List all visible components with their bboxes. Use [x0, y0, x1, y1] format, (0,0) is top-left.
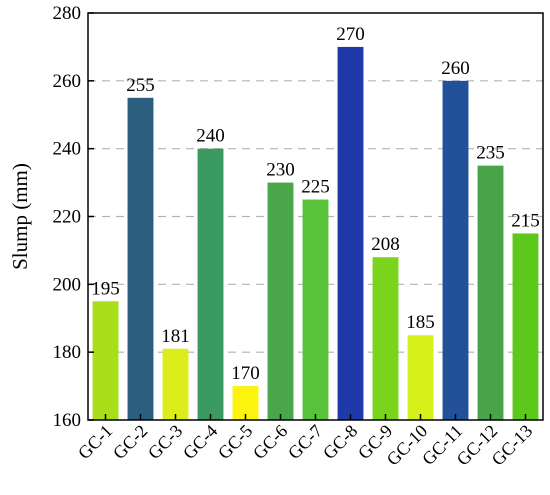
value-label: 170 [231, 363, 260, 384]
x-tick-label: GC-5 [214, 421, 256, 463]
bar-gc-9 [372, 257, 399, 420]
y-tick-label: 280 [53, 3, 82, 24]
y-tick-label: 220 [53, 207, 82, 228]
value-label: 260 [441, 58, 470, 79]
value-label: 195 [91, 278, 120, 299]
x-tick-label: GC-6 [249, 421, 291, 463]
bar-gc-8 [337, 46, 364, 421]
value-label: 255 [126, 75, 155, 96]
y-tick-label: 200 [53, 274, 82, 295]
y-tick-label: 160 [53, 410, 82, 431]
y-tick-label: 260 [53, 71, 82, 92]
bar-gc-7 [302, 199, 329, 420]
bar-gc-1 [92, 301, 119, 420]
value-label: 235 [476, 143, 505, 164]
x-tick-label: GC-13 [488, 421, 537, 470]
x-tick-label: GC-2 [109, 421, 151, 463]
y-axis-title: Slump (mm) [8, 163, 32, 270]
x-tick-label: GC-7 [284, 421, 326, 463]
bar-gc-4 [197, 148, 224, 420]
x-tick-label: GC-4 [179, 421, 221, 463]
bar-gc-11 [442, 80, 469, 420]
x-tick-label: GC-3 [144, 421, 186, 463]
bar-gc-12 [477, 165, 504, 420]
y-tick-label: 240 [53, 139, 82, 160]
y-tick-label: 180 [53, 342, 82, 363]
x-tick-label: GC-8 [319, 421, 361, 463]
bar-gc-2 [127, 97, 154, 421]
value-label: 181 [161, 326, 190, 347]
value-labels: 195 255 181 240 170 230 225 270 208 185 260 235 215 [91, 24, 540, 384]
value-label: 225 [301, 177, 330, 198]
bar-gc-6 [267, 182, 294, 420]
value-label: 215 [511, 210, 540, 231]
value-label: 185 [406, 312, 435, 333]
bars [92, 46, 539, 421]
x-axis-ticks: GC-1GC-2GC-3GC-4GC-5GC-6GC-7GC-8GC-9GC-1… [74, 414, 536, 469]
value-label: 270 [336, 24, 365, 45]
value-label: 240 [196, 126, 225, 147]
bar-gc-13 [512, 233, 539, 420]
bar-gc-3 [162, 348, 189, 420]
value-label: 208 [371, 234, 400, 255]
y-axis-ticks: 160 180 200 220 240 260 280 [53, 3, 94, 431]
bar-gc-10 [407, 335, 434, 420]
value-label: 230 [266, 160, 295, 181]
